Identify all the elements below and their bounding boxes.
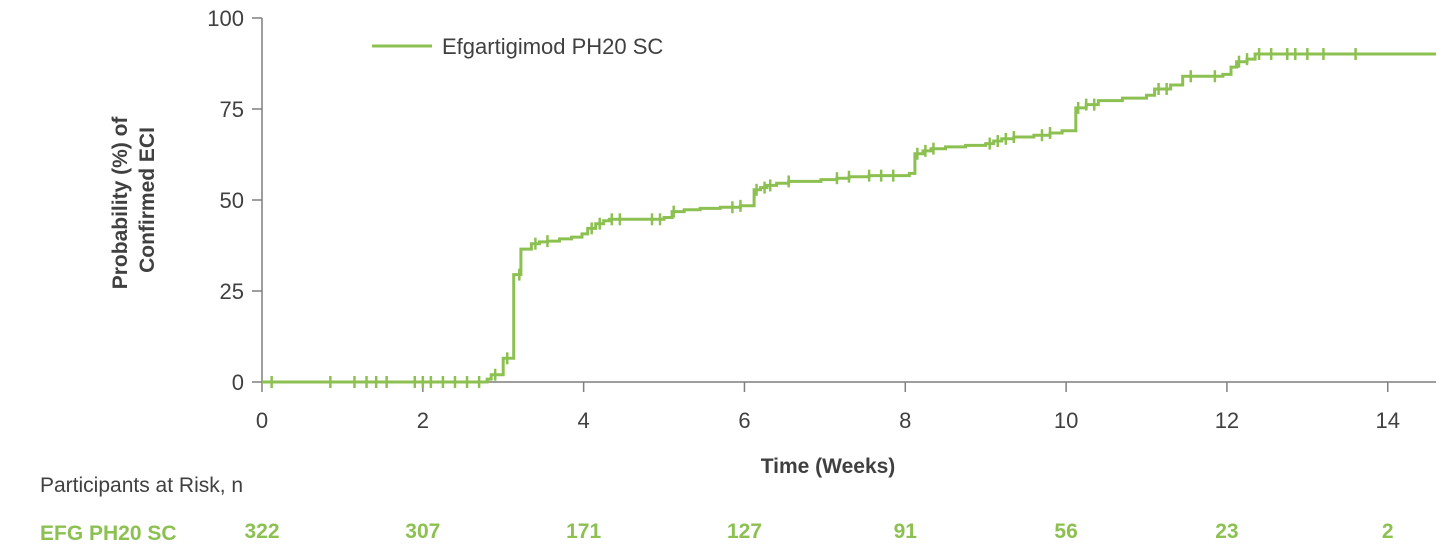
risk-table-counts: 322 307 171 127 91 56 23 2 bbox=[244, 520, 1393, 543]
y-tick-label: 25 bbox=[220, 279, 244, 304]
legend-label: Efgartigimod PH20 SC bbox=[442, 34, 663, 59]
x-tick-label: 12 bbox=[1215, 408, 1239, 433]
risk-count: 56 bbox=[1054, 520, 1077, 543]
y-axis-title-line-2: Confirmed ECI bbox=[136, 127, 159, 273]
risk-count: 91 bbox=[894, 520, 918, 543]
axes bbox=[261, 18, 1436, 383]
x-axis-title: Time (Weeks) bbox=[761, 455, 896, 478]
risk-table-row-label: EFG PH20 SC bbox=[40, 522, 177, 545]
y-tick-label: 75 bbox=[220, 97, 244, 122]
y-ticks: 0 25 50 75 100 bbox=[207, 6, 262, 395]
x-tick-label: 8 bbox=[899, 408, 911, 433]
series-line-0 bbox=[262, 52, 1436, 384]
risk-count: 307 bbox=[405, 520, 440, 543]
x-tick-label: 14 bbox=[1376, 408, 1400, 433]
risk-count: 2 bbox=[1382, 520, 1394, 543]
x-tick-label: 2 bbox=[417, 408, 429, 433]
risk-count: 23 bbox=[1215, 520, 1238, 543]
y-axis-title: Probability (%) of Confirmed ECI bbox=[109, 111, 159, 290]
x-tick-label: 10 bbox=[1054, 408, 1078, 433]
legend: Efgartigimod PH20 SC bbox=[372, 34, 663, 59]
series-layer bbox=[262, 48, 1436, 388]
risk-table-title: Participants at Risk, n bbox=[40, 474, 243, 497]
y-tick-label: 100 bbox=[207, 6, 244, 31]
risk-count: 171 bbox=[566, 520, 601, 543]
risk-count: 322 bbox=[244, 520, 279, 543]
y-tick-label: 0 bbox=[232, 370, 244, 395]
x-tick-label: 6 bbox=[738, 408, 750, 433]
y-axis-title-line-1: Probability (%) of bbox=[109, 116, 132, 290]
risk-count: 127 bbox=[727, 520, 762, 543]
x-tick-label: 4 bbox=[578, 408, 590, 433]
x-tick-label: 0 bbox=[256, 408, 268, 433]
x-ticks: 0 2 4 6 8 10 12 14 bbox=[256, 382, 1400, 433]
y-tick-label: 50 bbox=[220, 188, 244, 213]
